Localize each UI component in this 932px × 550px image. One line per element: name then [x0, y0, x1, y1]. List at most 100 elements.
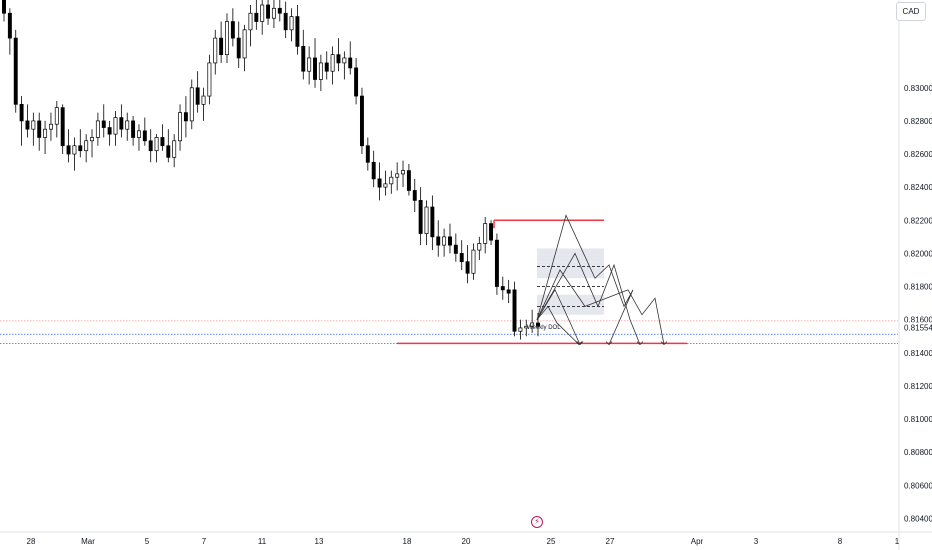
- candle: [424, 200, 429, 246]
- candle-body: [313, 57, 317, 80]
- arrow-head: [636, 341, 644, 346]
- candle-body: [207, 62, 212, 97]
- candle: [342, 51, 347, 80]
- candle-body: [84, 140, 89, 152]
- candle: [213, 29, 218, 75]
- candle-body: [506, 289, 511, 294]
- candle-body: [494, 239, 499, 287]
- candle: [254, 0, 259, 30]
- price-badge: 0.81554: [904, 323, 932, 332]
- projection-path: [536, 288, 581, 345]
- candle-body: [2, 0, 6, 14]
- y-tick-label: 0.82800: [904, 117, 932, 126]
- candle: [201, 87, 206, 121]
- candle-body: [213, 37, 218, 64]
- candle-body: [383, 183, 388, 188]
- candle-body: [395, 173, 400, 178]
- arrow-head: [605, 341, 613, 346]
- candle: [219, 21, 224, 63]
- candle-body: [54, 107, 59, 125]
- lightning-icon[interactable]: ⚡: [531, 516, 543, 528]
- price-lines: [0, 320, 898, 344]
- candle: [395, 162, 400, 191]
- candle: [19, 96, 24, 146]
- candle: [500, 276, 505, 300]
- candle: [189, 79, 194, 130]
- zone-box: [537, 294, 604, 315]
- candle-body: [154, 137, 159, 152]
- y-tick-label: 0.81400: [904, 349, 932, 358]
- candle-body: [13, 37, 18, 105]
- x-tick-label: Mar: [81, 537, 95, 546]
- candle-body: [31, 120, 36, 130]
- candle: [354, 57, 359, 105]
- candle-body: [277, 7, 282, 14]
- x-tick-label: 18: [403, 537, 412, 546]
- candle: [236, 21, 241, 68]
- candle-body: [271, 7, 276, 19]
- candle: [154, 134, 159, 163]
- candle-body: [107, 127, 112, 135]
- candle: [60, 104, 65, 155]
- candle: [359, 87, 364, 155]
- zone-box: [537, 248, 604, 262]
- candle-body: [7, 12, 12, 39]
- candle: [442, 228, 447, 257]
- x-tick-label: 7: [202, 537, 207, 546]
- candle: [336, 38, 341, 72]
- candle: [330, 46, 335, 85]
- price-axis: 0.83000 0.82800 0.82600 0.82400 0.82200 0.820…: [898, 0, 932, 550]
- candle-body: [236, 37, 241, 59]
- candle-body: [518, 327, 523, 332]
- y-tick-label: 0.80800: [904, 448, 932, 457]
- candle: [377, 162, 382, 201]
- candle-body: [43, 128, 48, 138]
- arrow-head: [576, 341, 584, 346]
- candle-body: [113, 117, 118, 135]
- candle: [195, 71, 200, 113]
- candle-body: [160, 137, 165, 147]
- candle-body: [483, 223, 488, 244]
- candle: [524, 319, 529, 337]
- candle-body: [260, 4, 265, 22]
- candle-body: [131, 120, 136, 138]
- x-tick-label: 27: [606, 537, 615, 546]
- candle: [448, 223, 452, 254]
- candle: [418, 187, 423, 246]
- candle: [230, 8, 235, 47]
- candle-body: [424, 206, 429, 234]
- candle-body: [230, 21, 235, 39]
- y-tick-label: 0.81800: [904, 283, 932, 292]
- candle: [7, 8, 12, 55]
- candle-body: [72, 145, 77, 155]
- candle-body: [359, 95, 364, 147]
- candle-body: [318, 62, 323, 80]
- candle-body: [148, 140, 153, 152]
- candle-body: [342, 57, 347, 64]
- candle: [78, 129, 83, 158]
- candle-body: [324, 62, 329, 72]
- candle: [172, 134, 177, 168]
- x-tick-label: 25: [547, 537, 556, 546]
- candle-body: [37, 120, 42, 138]
- candle: [113, 110, 118, 146]
- candle-body: [442, 236, 447, 246]
- arrow-head: [660, 341, 668, 346]
- y-tick-label: 0.80400: [904, 514, 932, 523]
- candle-body: [225, 21, 229, 56]
- projection-zones: [537, 248, 604, 315]
- candle: [107, 120, 112, 146]
- candle: [406, 163, 411, 196]
- projection-path: [536, 269, 665, 345]
- candle-body: [101, 120, 106, 128]
- candle-body: [453, 244, 458, 254]
- candle: [166, 129, 171, 163]
- x-tick-label: 11: [258, 537, 267, 546]
- candle-body: [412, 190, 417, 201]
- currency-button[interactable]: CAD: [896, 2, 926, 21]
- candle-body: [512, 289, 517, 332]
- time-axis: 28 Mar 5 7 11 13 18 20 25 27 Apr 3 8 1: [0, 531, 932, 546]
- candle: [389, 170, 394, 194]
